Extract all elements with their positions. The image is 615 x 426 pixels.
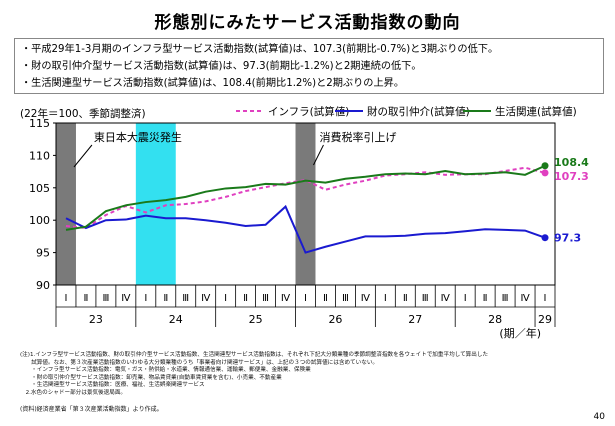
x-tick-label: Ⅲ xyxy=(342,293,349,304)
x-tick-label: Ⅲ xyxy=(182,293,189,304)
x-tick-label: Ⅱ xyxy=(243,293,248,304)
x-tick-label: Ⅱ xyxy=(323,293,328,304)
base-note: (22年＝100、季節調整済) xyxy=(20,107,146,120)
x-tick-label: Ⅱ xyxy=(163,293,168,304)
source-note: (資料)経済産業省「第３次産業活動指数」より作成。 xyxy=(20,406,163,413)
summary-bullet-living: ・生活関連型サービス活動指数(試算値)は、108.4(前期比1.2%)と2期ぶり… xyxy=(21,78,405,89)
year-label: 26 xyxy=(328,313,342,326)
annotation-arrow xyxy=(313,144,324,166)
x-tick-label: Ⅰ xyxy=(464,293,467,304)
series-endpoint xyxy=(541,234,549,242)
legend-label: 財の取引仲介(試算値) xyxy=(367,105,470,118)
series-line xyxy=(65,204,546,254)
x-tick-label: Ⅲ xyxy=(262,293,269,304)
page-title: 形態別にみたサービス活動指数の動向 xyxy=(154,13,461,33)
x-tick-label: Ⅰ xyxy=(65,293,68,304)
year-label: 28 xyxy=(488,313,502,326)
footnote-line: 試算値。なお、第３次産業活動指数のいわゆる大分類業種のうち「事業者向け関連サービ… xyxy=(20,359,379,366)
x-tick-label: Ⅰ xyxy=(144,293,147,304)
end-value-label: 108.4 xyxy=(554,156,589,169)
x-tick-label: Ⅲ xyxy=(422,293,429,304)
x-tick-label: Ⅳ xyxy=(441,293,451,304)
legend-label: 生活関連(試算値) xyxy=(495,105,577,118)
footnote-line: 2.水色のシャドー部分は景気後退局面。 xyxy=(20,389,127,396)
series-endpoint xyxy=(541,162,549,170)
x-tick-label: Ⅱ xyxy=(483,293,488,304)
x-tick-label: Ⅰ xyxy=(304,293,307,304)
year-label: 25 xyxy=(249,313,263,326)
year-label: 29 xyxy=(538,313,552,326)
x-tick-label: Ⅱ xyxy=(83,293,88,304)
y-tick-label: 95 xyxy=(36,247,50,260)
annotation-arrow xyxy=(73,144,93,168)
page-number: 40 xyxy=(593,412,605,422)
y-tick-label: 115 xyxy=(29,117,50,130)
annotation-earthquake: 東日本大震災発生 xyxy=(94,130,182,144)
footnote-line: ・インフラ型サービス活動指数：電気・ガス・熱供給・水道業、情報通信業、運輸業、郵… xyxy=(20,367,311,374)
footnote-line: ・財の取引仲介型サービス活動指数：卸売業、物品賃貸業(自動車賃貸業を含む)、小売… xyxy=(20,374,282,381)
x-tick-label: Ⅰ xyxy=(224,293,227,304)
x-tick-label: Ⅱ xyxy=(403,293,408,304)
y-tick-label: 100 xyxy=(29,214,50,227)
x-tick-label: Ⅰ xyxy=(544,293,547,304)
axis-unit-label: (期／年) xyxy=(499,326,541,340)
x-tick-label: Ⅳ xyxy=(361,293,371,304)
summary-bullet-infra: ・平成29年1-3月期のインフラ型サービス活動指数(試算値)は、107.3(前期… xyxy=(21,44,499,55)
x-tick-label: Ⅲ xyxy=(102,293,109,304)
y-tick-label: 110 xyxy=(29,149,50,162)
footnotes: (注)1.インフラ型サービス活動指数、財の取引仲介型サービス活動指数、生活関連型… xyxy=(20,352,600,398)
footnote-line: ・生活関連型サービス活動指数：医療、福祉、生活娯楽関連サービス xyxy=(20,382,205,389)
year-label: 27 xyxy=(408,313,422,326)
x-tick-label: Ⅳ xyxy=(520,293,530,304)
shade-band xyxy=(56,123,76,285)
x-tick-label: Ⅰ xyxy=(384,293,387,304)
shade-band xyxy=(135,123,176,285)
end-value-label: 107.3 xyxy=(554,170,589,183)
year-label: 23 xyxy=(89,313,103,326)
legend-label: インフラ(試算値) xyxy=(268,105,349,118)
x-tick-label: Ⅳ xyxy=(281,293,291,304)
footnote-line: (注)1.インフラ型サービス活動指数、財の取引仲介型サービス活動指数、生活関連型… xyxy=(20,352,489,358)
summary-bullet-trade: ・財の取引仲介型サービス活動指数(試算値)は、97.3(前期比-1.2%)と2期… xyxy=(21,61,422,72)
x-tick-label: Ⅳ xyxy=(121,293,131,304)
shade-band xyxy=(295,123,316,285)
y-tick-label: 105 xyxy=(29,182,50,195)
summary-box: ・平成29年1-3月期のインフラ型サービス活動指数(試算値)は、107.3(前期… xyxy=(14,38,604,94)
x-tick-label: Ⅳ xyxy=(201,293,211,304)
annotation-tax: 消費税率引上げ xyxy=(319,130,396,144)
x-tick-label: Ⅲ xyxy=(502,293,509,304)
plot-frame xyxy=(55,122,556,286)
year-label: 24 xyxy=(169,313,183,326)
series-endpoint xyxy=(541,169,549,177)
y-tick-label: 90 xyxy=(36,279,50,292)
series-line xyxy=(65,164,546,231)
end-value-label: 97.3 xyxy=(554,232,581,245)
